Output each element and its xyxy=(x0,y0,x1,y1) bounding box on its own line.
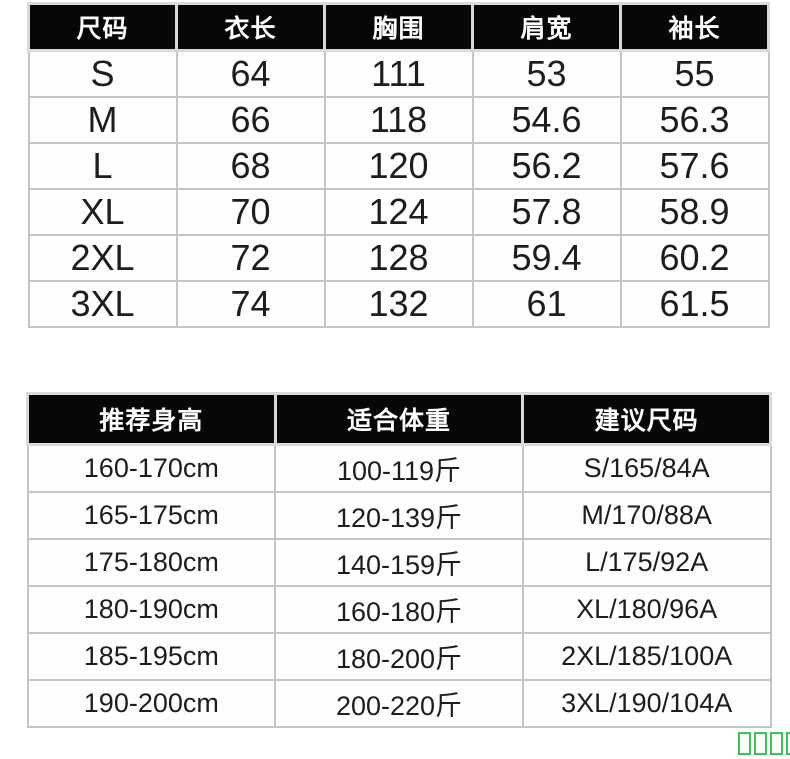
size_table-cell-r0-c4: 55 xyxy=(619,49,770,98)
fit_table-cell-r3-c0: 180-190cm xyxy=(26,585,277,634)
size_table-cell-r2-c2: 120 xyxy=(323,142,474,190)
fit_table-cell-r0-c2: S/165/84A xyxy=(521,443,772,493)
size_table-cell-r1-c0: M xyxy=(27,96,178,144)
fit_table-cell-r1-c0: 165-175cm xyxy=(26,491,277,540)
table-row: XL 70 124 57.8 58.9 xyxy=(27,188,770,236)
size_table-cell-r2-c0: L xyxy=(27,142,178,190)
size_table-cell-r4-c0: 2XL xyxy=(27,234,178,282)
table-row: 180-190cm 160-180斤 XL/180/96A xyxy=(26,585,772,634)
size_table-cell-r3-c2: 124 xyxy=(323,188,474,236)
size_table-cell-r5-c2: 132 xyxy=(323,280,474,328)
fit_table-cell-r5-c1: 200-220斤 xyxy=(274,679,524,728)
size_table-cell-r4-c3: 59.4 xyxy=(471,234,622,282)
size_table-cell-r4-c1: 72 xyxy=(175,234,326,282)
size_table-cell-r3-c3: 57.8 xyxy=(471,188,622,236)
size_table-header-4: 袖长 xyxy=(619,2,770,52)
size_table-cell-r0-c1: 64 xyxy=(175,49,326,98)
size_table-header-0: 尺码 xyxy=(27,2,178,52)
size_table-cell-r5-c1: 74 xyxy=(175,280,326,328)
fit_table-cell-r4-c0: 185-195cm xyxy=(26,632,277,681)
table-header-row: 推荐身高 适合体重 建议尺码 xyxy=(26,392,772,446)
size_table-cell-r2-c3: 56.2 xyxy=(471,142,622,190)
size_table-cell-r3-c0: XL xyxy=(27,188,178,236)
table-row: 175-180cm 140-159斤 L/175/92A xyxy=(26,538,772,587)
size_table-cell-r4-c4: 60.2 xyxy=(619,234,770,282)
fit_table-cell-r4-c2: 2XL/185/100A xyxy=(521,632,772,681)
table-header-row: 尺码 衣长 胸围 肩宽 袖长 xyxy=(27,2,770,52)
table-row: 160-170cm 100-119斤 S/165/84A xyxy=(26,443,772,493)
size_table-cell-r0-c3: 53 xyxy=(471,49,622,98)
size_table-cell-r5-c0: 3XL xyxy=(27,280,178,328)
size_table-header-3: 肩宽 xyxy=(471,2,622,52)
size_table-cell-r4-c2: 128 xyxy=(323,234,474,282)
fit_table-cell-r2-c1: 140-159斤 xyxy=(274,538,524,587)
fit_table-header-2: 建议尺码 xyxy=(521,392,772,446)
table-row: M 66 118 54.6 56.3 xyxy=(27,96,770,144)
fit_table-cell-r0-c0: 160-170cm xyxy=(26,443,277,493)
size_table-cell-r1-c1: 66 xyxy=(175,96,326,144)
fit_table-cell-r1-c2: M/170/88A xyxy=(521,491,772,540)
size_table-cell-r3-c4: 58.9 xyxy=(619,188,770,236)
size_table-cell-r2-c4: 57.6 xyxy=(619,142,770,190)
fit_table-cell-r3-c2: XL/180/96A xyxy=(521,585,772,634)
table-row: 3XL 74 132 61 61.5 xyxy=(27,280,770,328)
size_table-cell-r0-c0: S xyxy=(27,49,178,98)
table-row: 2XL 72 128 59.4 60.2 xyxy=(27,234,770,282)
watermark-box-icon xyxy=(738,732,751,755)
table-row: 185-195cm 180-200斤 2XL/185/100A xyxy=(26,632,772,681)
fit-recommendation-table: 推荐身高 适合体重 建议尺码 160-170cm 100-119斤 S/165/84A 16… xyxy=(26,392,772,728)
size_table-cell-r5-c3: 61 xyxy=(471,280,622,328)
size_table-cell-r2-c1: 68 xyxy=(175,142,326,190)
fit_table-cell-r2-c0: 175-180cm xyxy=(26,538,277,587)
size_table-cell-r1-c3: 54.6 xyxy=(471,96,622,144)
fit_table-cell-r0-c1: 100-119斤 xyxy=(274,443,524,493)
size_table-header-1: 衣长 xyxy=(175,2,326,52)
watermark-box-icon xyxy=(754,732,767,755)
size_table-cell-r3-c1: 70 xyxy=(175,188,326,236)
fit_table-cell-r5-c0: 190-200cm xyxy=(26,679,277,728)
watermark-glyph-boxes xyxy=(738,732,790,755)
fit_table-header-0: 推荐身高 xyxy=(26,392,277,446)
size_table-header-2: 胸围 xyxy=(323,2,474,52)
size_table-cell-r1-c4: 56.3 xyxy=(619,96,770,144)
watermark-box-icon xyxy=(770,732,783,755)
fit_table-cell-r1-c1: 120-139斤 xyxy=(274,491,524,540)
table-row: 190-200cm 200-220斤 3XL/190/104A xyxy=(26,679,772,728)
size-measurements-table: 尺码 衣长 胸围 肩宽 袖长 S 64 111 53 55 M 66 118 54.6 56.3 L 68 120… xyxy=(27,2,770,328)
fit_table-cell-r3-c1: 160-180斤 xyxy=(274,585,524,634)
fit_table-header-1: 适合体重 xyxy=(273,392,525,446)
table-row: S 64 111 53 55 xyxy=(27,49,770,98)
size_table-cell-r1-c2: 118 xyxy=(323,96,474,144)
table-row: L 68 120 56.2 57.6 xyxy=(27,142,770,190)
fit_table-cell-r2-c2: L/175/92A xyxy=(521,538,772,587)
size_table-cell-r5-c4: 61.5 xyxy=(619,280,770,328)
watermark-box-icon xyxy=(786,732,790,755)
fit_table-cell-r5-c2: 3XL/190/104A xyxy=(521,679,772,728)
fit_table-cell-r4-c1: 180-200斤 xyxy=(274,632,524,681)
size_table-cell-r0-c2: 111 xyxy=(323,49,474,98)
table-row: 165-175cm 120-139斤 M/170/88A xyxy=(26,491,772,540)
